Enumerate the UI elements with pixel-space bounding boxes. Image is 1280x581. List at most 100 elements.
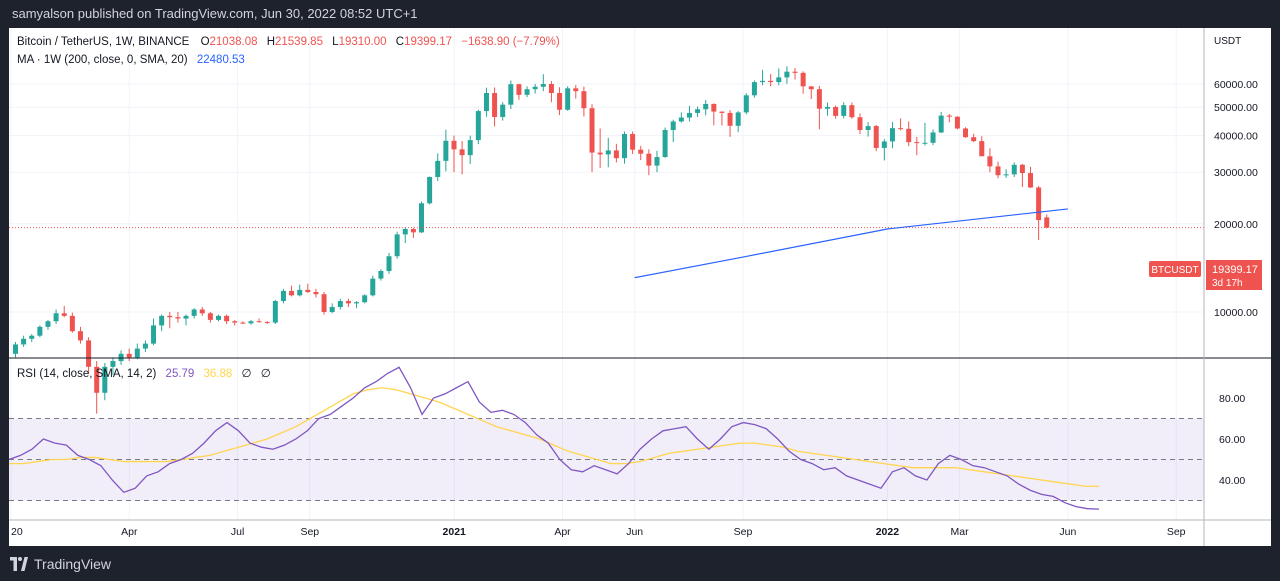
candle[interactable] <box>378 269 384 281</box>
candle[interactable] <box>199 307 205 316</box>
rsi-scale[interactable]: 80.00 60.00 40.00 <box>1219 393 1245 487</box>
candle[interactable] <box>475 109 481 145</box>
candle[interactable] <box>370 275 376 297</box>
candle[interactable] <box>987 148 993 173</box>
candle[interactable] <box>735 111 741 133</box>
candle[interactable] <box>183 314 189 326</box>
candle[interactable] <box>1028 166 1033 188</box>
rsi-line[interactable] <box>9 366 1100 510</box>
candle[interactable] <box>264 321 270 325</box>
candle[interactable] <box>825 102 830 116</box>
candle[interactable] <box>467 135 473 164</box>
candle[interactable] <box>833 105 839 119</box>
candle[interactable] <box>13 341 18 358</box>
candle[interactable] <box>540 74 546 92</box>
candle[interactable] <box>94 361 100 414</box>
candle[interactable] <box>670 119 676 143</box>
candle[interactable] <box>841 102 847 119</box>
candle[interactable] <box>605 137 611 168</box>
candle[interactable] <box>483 87 489 117</box>
candle[interactable] <box>557 87 563 116</box>
candle[interactable] <box>930 129 936 146</box>
candle[interactable] <box>500 102 506 121</box>
candle[interactable] <box>963 127 969 138</box>
candle[interactable] <box>573 85 579 99</box>
candle[interactable] <box>337 298 343 310</box>
candle[interactable] <box>516 83 522 100</box>
candle[interactable] <box>386 252 392 274</box>
candle[interactable] <box>159 314 165 332</box>
candle[interactable] <box>597 128 603 169</box>
candle[interactable] <box>256 318 262 323</box>
candle[interactable] <box>630 131 636 155</box>
candle[interactable] <box>881 139 887 161</box>
candle[interactable] <box>37 325 43 338</box>
candle[interactable] <box>938 111 944 134</box>
candle[interactable] <box>792 68 798 80</box>
candle[interactable] <box>751 80 757 98</box>
candle[interactable] <box>873 124 879 152</box>
candle[interactable] <box>167 312 173 329</box>
candle[interactable] <box>971 133 977 143</box>
candle[interactable] <box>402 227 408 243</box>
candle[interactable] <box>816 85 822 130</box>
candle[interactable] <box>61 305 67 318</box>
candle[interactable] <box>142 340 148 353</box>
candle[interactable] <box>719 111 725 126</box>
candle[interactable] <box>703 100 709 116</box>
candle[interactable] <box>979 136 985 157</box>
candle[interactable] <box>1019 163 1025 188</box>
candle[interactable] <box>329 303 335 314</box>
candle[interactable] <box>889 122 895 149</box>
candle[interactable] <box>622 131 627 164</box>
candle[interactable] <box>524 86 530 98</box>
candle[interactable] <box>77 326 83 344</box>
candle[interactable] <box>865 122 871 137</box>
chart-svg[interactable]: USDT 60000.00 50000.00 40000.00 30000.00 200… <box>9 28 1271 546</box>
candle[interactable] <box>784 66 790 84</box>
candle[interactable] <box>272 299 278 325</box>
time-axis[interactable]: 20 Apr Jul Sep 2021 Apr Jun Sep 2022 Mar Jun Sep <box>11 526 1186 538</box>
candle[interactable] <box>321 292 327 315</box>
candle[interactable] <box>800 71 806 94</box>
candle[interactable] <box>175 312 181 323</box>
candle[interactable] <box>410 227 416 238</box>
candle[interactable] <box>86 337 92 373</box>
candle[interactable] <box>808 86 814 100</box>
candle[interactable] <box>134 343 140 360</box>
candle[interactable] <box>646 149 652 176</box>
candle[interactable] <box>232 319 238 326</box>
candle[interactable] <box>191 308 197 319</box>
candle[interactable] <box>849 102 855 119</box>
candle[interactable] <box>613 143 619 163</box>
candle[interactable] <box>435 153 441 181</box>
candle[interactable] <box>946 113 952 123</box>
candle[interactable] <box>914 136 920 156</box>
candle[interactable] <box>394 231 400 259</box>
candle[interactable] <box>857 113 863 135</box>
candle[interactable] <box>362 294 368 304</box>
candle[interactable] <box>305 283 311 294</box>
candle[interactable] <box>581 86 587 117</box>
candle[interactable] <box>1044 214 1050 229</box>
candle[interactable] <box>1011 162 1017 177</box>
candle[interactable] <box>240 321 246 325</box>
candle[interactable] <box>548 81 554 103</box>
candle[interactable] <box>151 318 157 346</box>
candle[interactable] <box>313 288 319 298</box>
candle[interactable] <box>427 176 433 205</box>
chart-panel[interactable]: USDT 60000.00 50000.00 40000.00 30000.00 200… <box>9 28 1271 546</box>
candle[interactable] <box>565 86 571 111</box>
candle[interactable] <box>678 112 684 123</box>
candle[interactable] <box>922 122 928 146</box>
candle[interactable] <box>727 110 733 137</box>
candle[interactable] <box>248 319 254 325</box>
candle[interactable] <box>695 106 701 117</box>
candle[interactable] <box>954 116 960 130</box>
price-scale[interactable]: USDT 60000.00 50000.00 40000.00 30000.00 200… <box>1214 36 1258 319</box>
candle[interactable] <box>492 87 498 127</box>
candle[interactable] <box>45 319 51 330</box>
candle[interactable] <box>711 103 717 126</box>
candle[interactable] <box>768 74 774 87</box>
candle[interactable] <box>53 309 59 325</box>
